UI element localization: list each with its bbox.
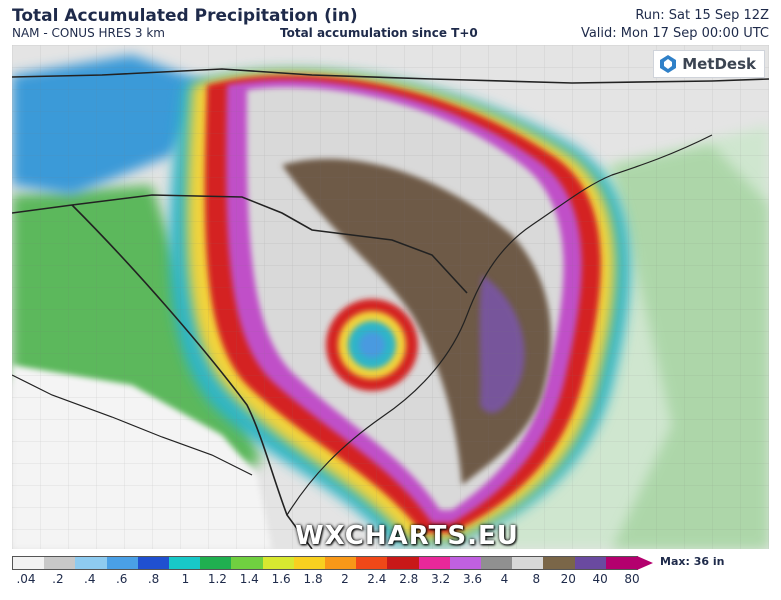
max-value-label: Max: 36 in — [660, 555, 725, 568]
colorbar-tick: 3.2 — [431, 572, 451, 586]
colorbar-tick: 1.8 — [303, 572, 323, 586]
colorbar-tick: 3.6 — [462, 572, 483, 586]
nc-sc-border — [12, 194, 468, 294]
colorbar-tick: .4 — [84, 572, 96, 586]
precipitation-colorbar — [12, 556, 638, 570]
run-time: Run: Sat 15 Sep 12Z — [635, 8, 769, 23]
colorbar-tick: 2.8 — [399, 572, 419, 586]
colorbar-segment — [481, 557, 513, 569]
accumulation-note: Total accumulation since T+0 — [280, 26, 478, 40]
colorbar-segment — [605, 557, 638, 569]
colorbar-tick: 1.4 — [239, 572, 259, 586]
colorbar-tick: 8 — [532, 572, 541, 586]
metdesk-logo-text: MetDesk — [682, 55, 756, 73]
va-nc-border — [12, 68, 769, 84]
colorbar-segment — [44, 557, 76, 569]
wxcharts-watermark: WXCHARTS.EU — [295, 521, 519, 549]
colorbar-segment — [169, 557, 201, 569]
colorbar-segment — [418, 557, 450, 569]
metdesk-logo-icon — [660, 55, 677, 73]
colorbar-segment — [200, 557, 232, 569]
colorbar-tick: 40 — [592, 572, 608, 586]
colorbar-tick: 2.4 — [367, 572, 387, 586]
colorbar-segment — [449, 557, 482, 569]
coastline — [286, 134, 713, 516]
sc-ga-border — [71, 204, 313, 549]
colorbar-segment — [574, 557, 606, 569]
colorbar-tick: 1 — [181, 572, 190, 586]
colorbar-segment — [106, 557, 138, 569]
ga-fl-border — [12, 374, 253, 476]
metdesk-logo: MetDesk — [653, 50, 765, 78]
colorbar-tick: .8 — [147, 572, 160, 586]
colorbar-segment — [137, 557, 170, 569]
colorbar-segment — [512, 557, 544, 569]
model-name: NAM - CONUS HRES 3 km — [12, 26, 165, 40]
colorbar-tick: 20 — [560, 572, 576, 586]
valid-time: Valid: Mon 17 Sep 00:00 UTC — [580, 26, 769, 41]
chart-title: Total Accumulated Precipitation (in) — [12, 6, 358, 26]
colorbar-tick: 1.2 — [207, 572, 227, 586]
colorbar-segment — [325, 557, 357, 569]
colorbar-segment — [543, 557, 575, 569]
colorbar-tick: 2 — [341, 572, 349, 586]
map-canvas — [12, 45, 769, 549]
colorbar-segment — [387, 557, 419, 569]
colorbar-segment — [13, 557, 45, 569]
county-lines — [12, 45, 769, 549]
colorbar-segment — [262, 557, 294, 569]
colorbar-segment — [356, 557, 388, 569]
colorbar-tick: .04 — [16, 572, 36, 586]
colorbar-tick: 80 — [624, 572, 640, 586]
colorbar-tick: .6 — [115, 572, 128, 586]
colorbar-segment — [231, 557, 263, 569]
colorbar-max-arrow — [637, 556, 653, 570]
colorbar-segment — [293, 557, 326, 569]
colorbar-tick: 4 — [500, 572, 509, 586]
chart-header: Total Accumulated Precipitation (in) NAM… — [0, 0, 781, 44]
colorbar-tick-labels: .04 .2 .4 .6 .8 1 1.2 1.4 1.6 1.8 2 2.4 2.8 3.2 3.6 4 8 2… — [12, 572, 640, 592]
precipitation-map: MetDesk WXCHARTS.EU — [12, 45, 769, 549]
colorbar-segment — [75, 557, 107, 569]
colorbar-tick: .2 — [52, 572, 64, 586]
colorbar-tick: 1.6 — [271, 572, 291, 586]
